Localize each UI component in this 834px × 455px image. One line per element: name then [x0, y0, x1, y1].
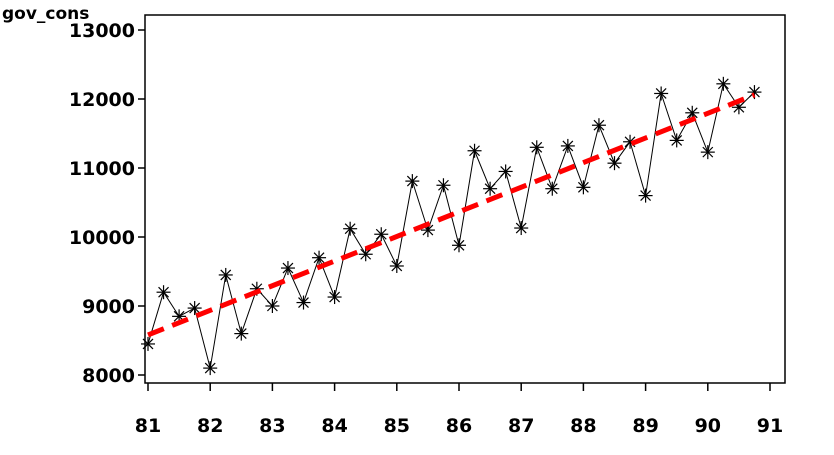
data-point — [529, 140, 544, 155]
y-tick-label: 10000 — [69, 227, 135, 249]
data-point — [312, 250, 327, 265]
x-tick-label: 84 — [321, 415, 347, 437]
data-point — [452, 238, 466, 253]
x-tick-label: 82 — [197, 415, 223, 437]
data-point — [327, 290, 342, 305]
data-point — [483, 181, 498, 196]
data-point — [514, 221, 529, 236]
x-axis: 81 82 83 84 85 86 87 88 89 90 91 — [135, 383, 783, 437]
x-tick-label: 85 — [384, 415, 410, 437]
data-point — [187, 301, 202, 316]
data-point — [560, 138, 575, 153]
data-point — [576, 180, 591, 195]
trend-line — [147, 92, 756, 338]
data-point — [234, 326, 249, 341]
data-point — [156, 285, 171, 300]
x-tick-label: 81 — [135, 415, 161, 437]
data-point — [280, 261, 295, 276]
y-tick-label: 12000 — [69, 89, 135, 111]
data-point — [700, 145, 715, 160]
data-point — [343, 221, 358, 236]
y-tick-label: 8000 — [82, 365, 135, 387]
x-tick-label: 91 — [757, 415, 783, 437]
data-point — [141, 336, 155, 351]
x-tick-label: 88 — [570, 415, 596, 437]
series-line — [147, 82, 755, 369]
data-point — [654, 86, 669, 101]
series-layer — [141, 76, 762, 376]
y-axis: 8000 9000 10000 11000 12000 13000 — [69, 20, 145, 387]
x-tick-label: 90 — [695, 415, 721, 437]
data-point — [467, 143, 482, 158]
y-tick-label: 9000 — [82, 296, 135, 318]
data-point — [389, 258, 404, 273]
data-point — [607, 156, 622, 171]
data-point — [716, 76, 731, 91]
y-tick-label: 11000 — [69, 158, 135, 180]
data-point — [405, 174, 420, 189]
y-tick-label: 13000 — [69, 20, 135, 42]
data-point — [591, 118, 606, 133]
x-tick-label: 83 — [259, 415, 285, 437]
x-tick-label: 87 — [508, 415, 534, 437]
data-point — [265, 299, 280, 313]
data-point — [203, 361, 218, 376]
data-point — [545, 181, 560, 196]
data-point — [498, 164, 513, 179]
data-point — [436, 178, 451, 193]
x-tick-label: 89 — [632, 415, 658, 437]
data-point — [358, 247, 373, 262]
data-point — [218, 267, 233, 282]
data-point — [296, 295, 311, 310]
data-point — [669, 133, 684, 148]
plot-frame — [144, 14, 786, 384]
data-point — [374, 227, 389, 242]
y-axis-label: gov_cons — [2, 4, 89, 24]
x-tick-label: 86 — [446, 415, 472, 437]
data-point — [638, 188, 653, 203]
